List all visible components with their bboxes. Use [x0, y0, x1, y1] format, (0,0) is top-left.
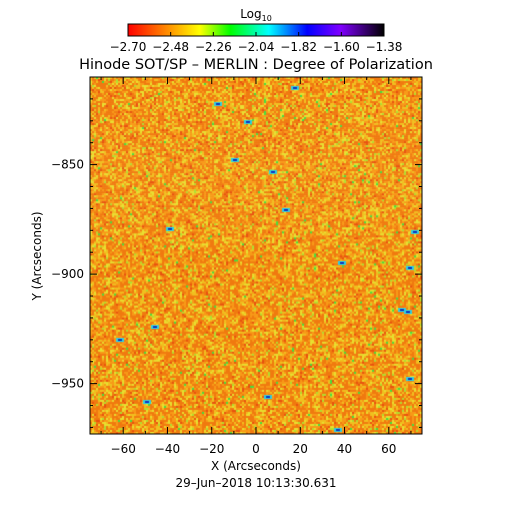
y-axis-label: Y (Arcseconds) — [30, 211, 44, 301]
y-tick-label: −950 — [51, 377, 84, 391]
colorbar-ticks: −2.70 −2.48 −2.26 −2.04 −1.82 −1.60 −1.38 — [110, 32, 403, 54]
x-tick-label: 60 — [381, 442, 396, 456]
chart-title: Hinode SOT/SP – MERLIN : Degree of Polar… — [79, 57, 433, 73]
y-axis: −850 −900 −950 — [51, 76, 422, 428]
x-axis: −60 −40 −20 0 20 40 60 — [100, 77, 412, 456]
colorbar-label: Log10 — [240, 7, 272, 23]
y-tick-label: −850 — [51, 158, 84, 172]
x-tick-label: 0 — [252, 442, 260, 456]
colorbar-tick-label: −2.26 — [195, 40, 232, 54]
x-tick-label: 20 — [293, 442, 308, 456]
colorbar-tick-label: −2.04 — [238, 40, 275, 54]
timestamp: 29–Jun–2018 10:13:30.631 — [176, 476, 337, 490]
y-tick-label: −900 — [51, 267, 84, 281]
x-tick-label: −40 — [155, 442, 180, 456]
x-tick-label: −20 — [199, 442, 224, 456]
x-tick-label: 40 — [337, 442, 352, 456]
x-axis-label: X (Arcseconds) — [211, 459, 301, 473]
colorbar-tick-label: −1.60 — [323, 40, 360, 54]
colorbar-tick-label: −2.70 — [110, 40, 147, 54]
colorbar-tick-label: −1.82 — [280, 40, 317, 54]
colorbar-tick-label: −2.48 — [152, 40, 189, 54]
colorbar-tick-label: −1.38 — [366, 40, 403, 54]
x-tick-label: −60 — [111, 442, 136, 456]
